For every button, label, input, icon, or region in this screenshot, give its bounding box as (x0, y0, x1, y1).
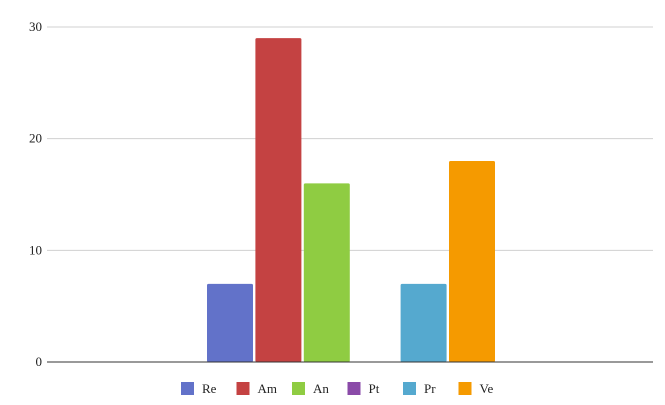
y-tick-label-20: 20 (29, 131, 42, 146)
gridlines (47, 26, 653, 251)
legend-item-pt[interactable]: Pt (347, 381, 380, 396)
legend-item-pr[interactable]: Pr (403, 381, 436, 396)
legend-item-re[interactable]: Re (181, 381, 217, 396)
bars (207, 38, 495, 363)
legend-swatch-am (236, 382, 250, 395)
legend: Re Am An Pt Pr Ve (181, 381, 493, 396)
legend-swatch-pt (347, 382, 361, 395)
bar-am[interactable] (255, 38, 302, 363)
legend-swatch-ve (458, 382, 472, 395)
y-axis-tick-labels: 0 10 20 30 (29, 19, 42, 369)
legend-label-pr: Pr (424, 381, 436, 396)
bar-pr[interactable] (400, 283, 447, 362)
legend-swatch-an (292, 382, 305, 395)
legend-swatch-pr (403, 382, 416, 395)
legend-label-pt: Pt (369, 381, 380, 396)
bar-ve[interactable] (449, 161, 495, 362)
y-tick-label-30: 30 (29, 19, 42, 34)
bar-re[interactable] (207, 283, 253, 362)
legend-item-ve[interactable]: Ve (458, 381, 494, 396)
legend-label-ve: Ve (480, 381, 494, 396)
bar-an[interactable] (303, 183, 350, 362)
legend-label-re: Re (202, 381, 217, 396)
legend-swatch-re (181, 382, 194, 395)
y-tick-label-10: 10 (29, 242, 42, 257)
legend-label-an: An (313, 381, 329, 396)
legend-label-am: Am (258, 381, 278, 396)
legend-item-am[interactable]: Am (236, 381, 278, 396)
legend-item-an[interactable]: An (292, 381, 329, 396)
y-tick-label-0: 0 (36, 354, 43, 369)
